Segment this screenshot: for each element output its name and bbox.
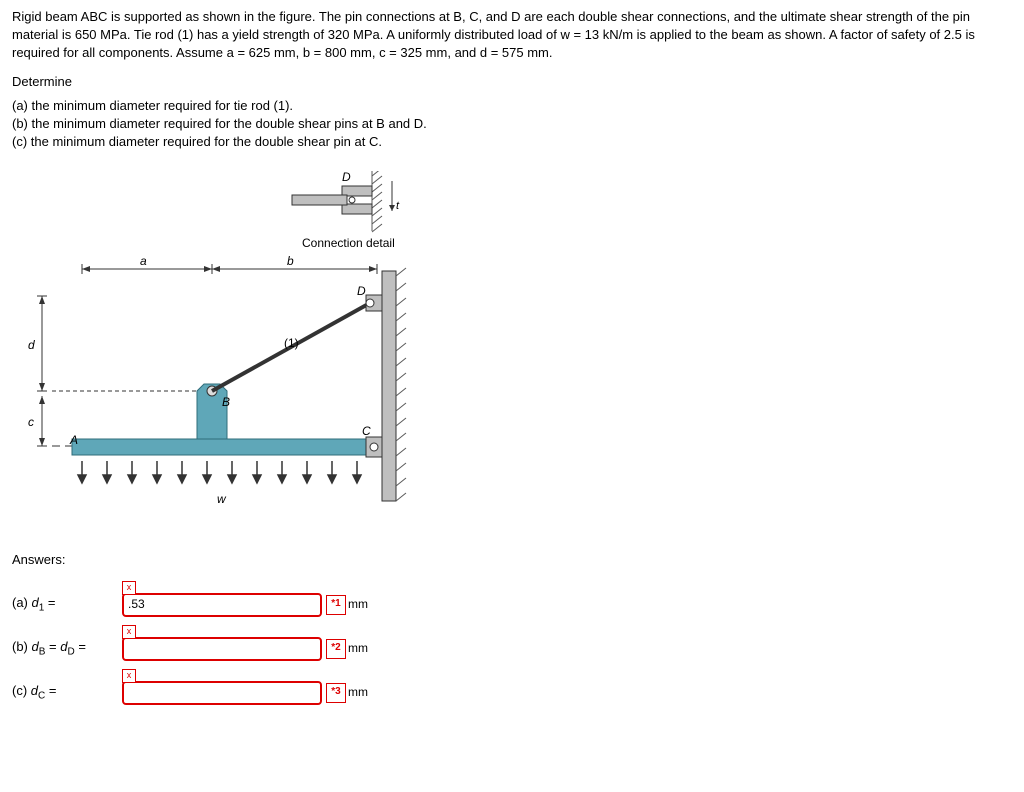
answer-b-label: (b) dB = dD = xyxy=(12,638,122,660)
part-c-text: (c) the minimum diameter required for th… xyxy=(12,133,1012,151)
dim-c-label: c xyxy=(28,415,34,429)
answers-heading: Answers: xyxy=(12,551,1012,569)
node-c-label: C xyxy=(362,424,371,438)
ref-3-box: *3 xyxy=(326,683,346,703)
node-d-label: D xyxy=(357,284,366,298)
answer-b-input[interactable]: x xyxy=(122,637,322,661)
wrong-icon: x xyxy=(122,625,136,639)
answer-a-value: .53 xyxy=(128,596,145,613)
rod-label: (1) xyxy=(284,336,299,350)
answer-c-input[interactable]: x xyxy=(122,681,322,705)
wrong-icon: x xyxy=(122,581,136,595)
load-w-label: w xyxy=(217,492,227,506)
ref-2-box: *2 xyxy=(326,639,346,659)
answer-row-a: (a) d1 = x .53 *1 mm xyxy=(12,590,1012,620)
parts-list: (a) the minimum diameter required for ti… xyxy=(12,97,1012,152)
dim-b-label: b xyxy=(287,254,294,268)
unit-a: mm xyxy=(348,596,368,613)
problem-statement: Rigid beam ABC is supported as shown in … xyxy=(12,8,1012,63)
answer-a-label: (a) d1 = xyxy=(12,594,122,616)
node-a-label: A xyxy=(69,433,78,447)
detail-d-label: D xyxy=(342,171,351,184)
dim-a-label: a xyxy=(140,254,147,268)
figure: t D Connection detail xyxy=(22,171,442,531)
part-a-text: (a) the minimum diameter required for ti… xyxy=(12,97,1012,115)
force-t-label: t xyxy=(396,200,400,212)
unit-b: mm xyxy=(348,640,368,657)
connection-detail-label: Connection detail xyxy=(302,236,395,250)
ref-1-box: *1 xyxy=(326,595,346,615)
part-b-text: (b) the minimum diameter required for th… xyxy=(12,115,1012,133)
answer-c-label: (c) dC = xyxy=(12,682,122,704)
answer-a-input[interactable]: x .53 xyxy=(122,593,322,617)
answer-row-c: (c) dC = x *3 mm xyxy=(12,678,1012,708)
unit-c: mm xyxy=(348,684,368,701)
determine-heading: Determine xyxy=(12,73,1012,91)
answer-row-b: (b) dB = dD = x *2 mm xyxy=(12,634,1012,664)
node-b-label: B xyxy=(222,395,230,409)
wrong-icon: x xyxy=(122,669,136,683)
dim-d-label: d xyxy=(28,338,35,352)
